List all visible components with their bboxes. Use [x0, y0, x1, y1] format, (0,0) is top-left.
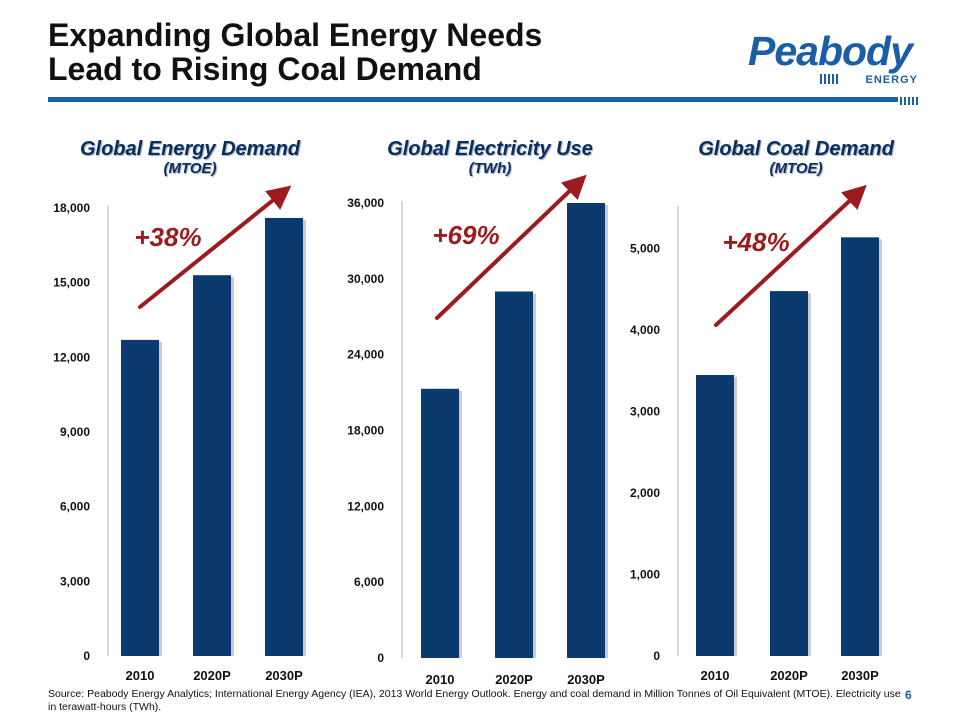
chart-electricity-y-tick-label: 24,000: [347, 348, 384, 362]
chart-electricity-category-label: 2010: [426, 672, 455, 687]
chart-electricity-y-tick-label: 30,000: [347, 272, 384, 286]
chart-electricity-y-tick-label: 0: [377, 651, 384, 665]
chart-electricity-growth-arrow: [435, 174, 587, 320]
chart-energy-category-label: 2010: [126, 668, 155, 683]
slide-title: Expanding Global Energy Needs Lead to Ri…: [48, 18, 688, 86]
chart-energy-y-tick-label: 18,000: [53, 201, 90, 215]
logo-wordmark: Peabody: [748, 28, 913, 74]
chart-electricity-y-tick-label: 36,000: [347, 196, 384, 210]
chart-coal-category-label: 2020P: [770, 668, 808, 683]
chart-energy-category-label: 2030P: [265, 668, 303, 683]
chart-electricity-bar-2030p: [567, 203, 605, 658]
chart-electricity-category-label: 2020P: [495, 672, 533, 687]
chart-coal-category-label: 2010: [701, 668, 730, 683]
chart-electricity-category-label: 2030P: [567, 672, 605, 687]
chart-energy-y-tick-label: 3,000: [60, 574, 90, 588]
chart-energy-title: Global Energy Demand: [79, 138, 301, 160]
chart-energy-bar-2020p: [193, 275, 231, 656]
divider-stripes: [900, 97, 918, 105]
chart-coal-title-block: Global Coal Demand (MTOE): [646, 138, 946, 178]
chart-coal-unit: (MTOE): [769, 160, 823, 177]
chart-energy-growth-arrow: [138, 185, 292, 309]
chart-coal-y-tick-label: 5,000: [630, 242, 660, 256]
slide-title-line-1: Expanding Global Energy Needs: [48, 17, 543, 53]
chart-electricity-growth-label: +69%: [432, 220, 499, 250]
chart-energy-y-tick-label: 0: [83, 649, 90, 663]
source-footnote: Source: Peabody Energy Analytics; Intern…: [48, 688, 901, 713]
chart-electricity-bar-2010: [421, 388, 459, 658]
header-divider: [48, 97, 898, 102]
chart-electricity-y-tick-label: 12,000: [347, 499, 384, 513]
chart-coal-title: Global Coal Demand: [698, 138, 894, 160]
chart-energy-growth-label: +38%: [134, 222, 201, 252]
chart-energy-y-tick-label: 12,000: [53, 350, 90, 364]
chart-coal-bar-2010: [696, 374, 734, 656]
chart-electricity-y-tick-label: 6,000: [354, 575, 384, 589]
chart-energy-y-tick-label: 6,000: [60, 500, 90, 514]
chart-coal-y-tick-label: 4,000: [630, 323, 660, 337]
chart-electricity-bar-2020p: [495, 291, 533, 658]
chart-energy-y-tick-label: 15,000: [53, 276, 90, 290]
chart-energy-category-label: 2020P: [193, 668, 231, 683]
chart-coal-growth-label: +48%: [722, 227, 789, 257]
logo-stripes: [820, 74, 842, 84]
chart-electricity-title-block: Global Electricity Use (TWh): [340, 138, 640, 178]
chart-coal-y-tick-label: 3,000: [630, 405, 660, 419]
page-number: 6: [905, 688, 912, 702]
peabody-logo: Peabody ENERGY: [748, 28, 920, 90]
chart-electricity-title: Global Electricity Use: [387, 138, 593, 160]
chart-coal-bar-2030p: [841, 237, 879, 656]
chart-energy-unit: (MTOE): [163, 160, 217, 177]
slide-title-line-2: Lead to Rising Coal Demand: [48, 51, 482, 87]
chart-energy-bar-2030p: [265, 217, 303, 656]
chart-energy-bar-2010: [121, 339, 159, 656]
chart-coal-bar-2020p: [770, 291, 808, 656]
chart-coal-growth-arrow: [714, 184, 867, 327]
chart-energy-title-block: Global Energy Demand (MTOE): [40, 138, 340, 178]
chart-energy-y-tick-label: 9,000: [60, 425, 90, 439]
chart-electricity-unit: (TWh): [468, 160, 512, 177]
chart-coal-y-tick-label: 2,000: [630, 486, 660, 500]
logo-subtext: ENERGY: [865, 74, 918, 86]
chart-coal-y-tick-label: 1,000: [630, 568, 660, 582]
chart-coal-category-label: 2030P: [841, 668, 879, 683]
chart-coal-y-tick-label: 0: [653, 649, 660, 663]
chart-electricity-y-tick-label: 18,000: [347, 424, 384, 438]
